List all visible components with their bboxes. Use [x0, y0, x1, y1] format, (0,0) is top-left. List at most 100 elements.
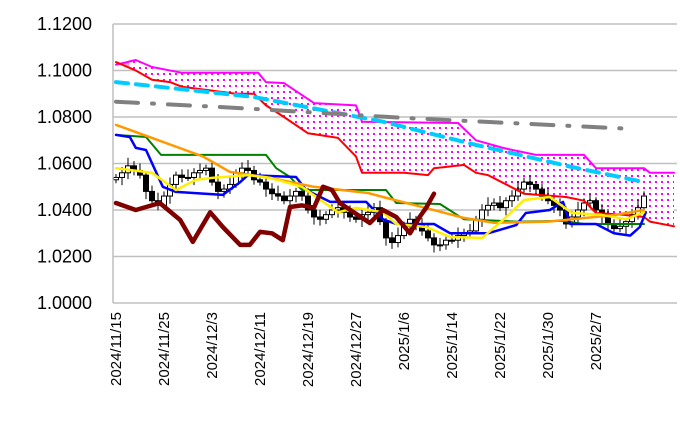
candle-body: [641, 195, 647, 209]
candle-body: [305, 195, 311, 211]
candle-body: [269, 188, 275, 195]
candle-body: [425, 230, 431, 239]
series-ma-gray-dashdot: [114, 99, 634, 131]
candle: [389, 232, 395, 249]
candle: [533, 180, 539, 196]
candle: [173, 171, 179, 191]
y-tick-label: 1.1000: [37, 61, 92, 81]
candle-body: [527, 181, 533, 185]
x-tick-label: 2024/12/11: [252, 312, 269, 386]
candle-body: [503, 200, 509, 209]
series-ma-cyan-dashed: [114, 80, 646, 185]
series-tenkan: [114, 133, 648, 237]
series-ma-orange: [114, 123, 646, 225]
candle-body: [587, 200, 593, 204]
candle: [509, 190, 515, 207]
candle: [485, 197, 491, 217]
candle: [209, 162, 215, 186]
y-tick-label: 1.0600: [37, 154, 92, 174]
candle-body: [143, 174, 149, 192]
candle: [365, 204, 371, 221]
candle-body: [443, 239, 449, 246]
candle: [179, 169, 185, 183]
x-tick-label: 2025/1/30: [540, 312, 557, 379]
candle-body: [383, 221, 389, 239]
y-tick-label: 1.0000: [37, 293, 92, 313]
candle: [617, 219, 623, 233]
candle: [437, 237, 443, 252]
series-ma-yellow: [114, 166, 646, 240]
candle: [443, 236, 449, 250]
series-chikou: [113, 184, 437, 248]
candle: [191, 168, 197, 186]
candle-body: [185, 176, 191, 179]
y-tick-label: 1.0400: [37, 200, 92, 220]
candle-body: [395, 235, 401, 244]
candle: [557, 198, 563, 217]
candle-body: [431, 237, 437, 246]
candle-body: [287, 195, 293, 202]
indicator-lines: [113, 59, 675, 248]
candle: [329, 204, 335, 219]
x-tick-label: 2024/12/3: [204, 312, 221, 379]
candle-body: [605, 216, 611, 225]
candle-body: [521, 181, 527, 190]
x-tick-label: 2025/1/6: [396, 312, 413, 370]
series-senkou-span-a: [115, 61, 675, 228]
candle: [263, 178, 269, 197]
candle-body: [221, 188, 227, 192]
series-senkou-span-b: [115, 59, 675, 174]
candle-body: [311, 209, 317, 218]
candle: [143, 171, 149, 200]
y-axis-labels: 1.0000 1.0200 1.0400 1.0600 1.0800 1.1000 1.12…: [37, 14, 92, 313]
candle-body: [179, 174, 185, 178]
x-tick-label: 2024/11/15: [108, 312, 125, 386]
candle-body: [203, 167, 209, 171]
y-tick-label: 1.0800: [37, 107, 92, 127]
candle: [197, 163, 203, 180]
x-tick-label: 2025/2/7: [588, 312, 605, 370]
candle: [323, 211, 329, 225]
candle: [503, 197, 509, 216]
candle-body: [209, 167, 215, 183]
candle-body: [149, 190, 155, 202]
x-tick-label: 2024/12/27: [348, 312, 365, 387]
candle: [113, 173, 119, 184]
candle: [641, 191, 647, 212]
candle-body: [215, 181, 221, 192]
x-tick-label: 2025/1/14: [444, 312, 461, 379]
candle-body: [317, 216, 323, 220]
candle-body: [389, 237, 395, 244]
candle: [395, 227, 401, 248]
candle-body: [299, 190, 305, 197]
candle: [275, 185, 281, 201]
candle: [461, 228, 467, 242]
candle: [467, 223, 473, 239]
candle-body: [449, 239, 455, 242]
candle-body: [497, 202, 503, 209]
candle-body: [257, 179, 263, 183]
x-tick-label: 2024/11/25: [156, 312, 173, 386]
candle-body: [329, 209, 335, 216]
x-tick-label: 2024/12/19: [300, 312, 317, 387]
candle: [425, 222, 431, 242]
candle-body: [485, 204, 491, 211]
candle-body: [275, 193, 281, 197]
candle-body: [281, 195, 287, 202]
candle-body: [191, 172, 197, 178]
x-tick-label: 2025/1/22: [492, 312, 509, 379]
candle-body: [581, 202, 587, 211]
candle: [521, 177, 527, 193]
candle-body: [491, 202, 497, 206]
candle: [527, 175, 533, 193]
x-axis-labels: 2024/11/15 2024/11/25 2024/12/3 2024/12/11 2…: [108, 312, 605, 387]
candle-body: [479, 209, 485, 220]
candle-body: [173, 174, 179, 185]
candle-body: [119, 172, 125, 178]
candle-body: [437, 244, 443, 247]
candle-body: [509, 195, 515, 202]
candle-body: [197, 169, 203, 174]
y-tick-label: 1.0200: [37, 247, 92, 267]
candle-body: [293, 190, 299, 197]
